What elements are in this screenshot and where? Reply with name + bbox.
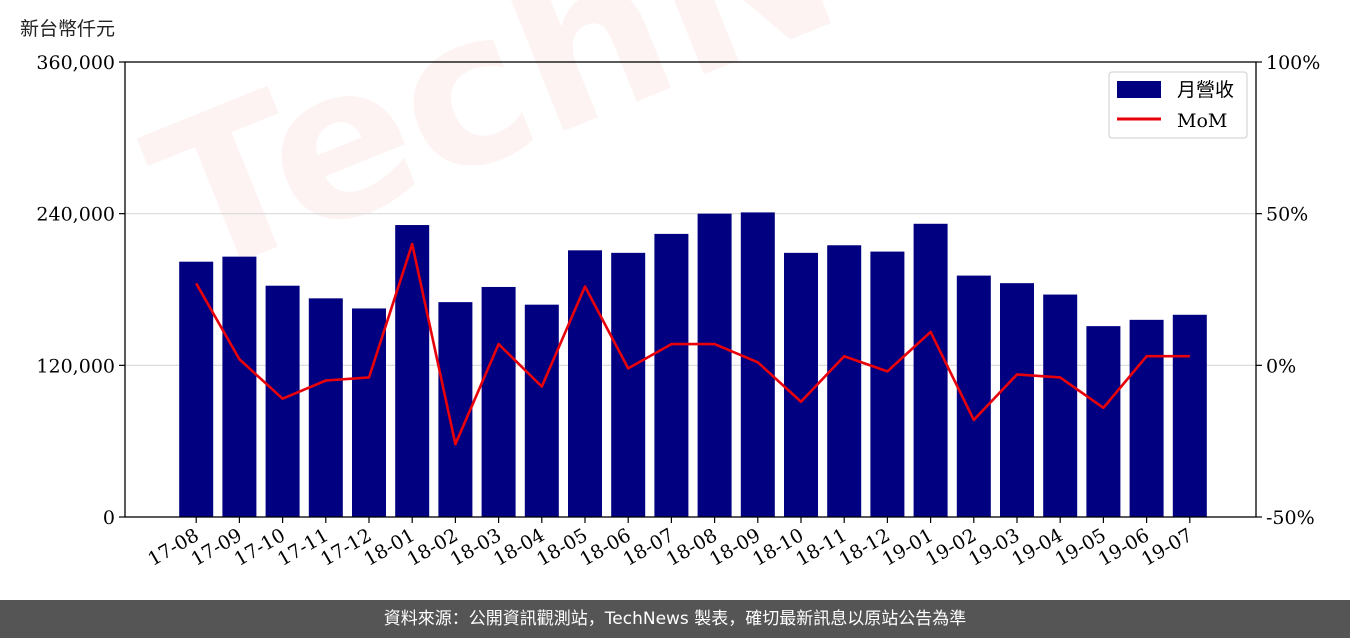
bar: [913, 223, 948, 517]
bar: [740, 212, 775, 517]
bar: [438, 302, 473, 517]
bar: [308, 298, 343, 517]
bar: [784, 252, 818, 517]
mom-line: [195, 242, 1190, 446]
bar: [1000, 283, 1034, 517]
bar: [222, 256, 257, 517]
bar: [1086, 326, 1121, 517]
bar: [568, 250, 602, 517]
bar: [1129, 319, 1164, 517]
bar: [1172, 314, 1207, 517]
bar: [179, 261, 214, 517]
bar: [870, 251, 905, 518]
y-right-tick-label: 50%: [1266, 204, 1308, 226]
y-left-tick-label: 120,000: [36, 355, 115, 377]
y-left-tick-label: 0: [103, 507, 115, 529]
y-left-tick-label: 240,000: [36, 204, 115, 226]
legend-label-revenue: 月營收: [1177, 79, 1234, 101]
bar: [697, 213, 732, 517]
y-left-tick-label: 360,000: [36, 52, 115, 74]
y-right-tick-label: 0%: [1266, 355, 1296, 377]
bar: [481, 286, 516, 517]
bar: [827, 245, 862, 517]
bar: [654, 233, 689, 517]
bar: [611, 252, 646, 517]
legend-bar-swatch: [1117, 81, 1161, 98]
x-tick-label: 19-07: [1138, 524, 1196, 570]
plot-frame: [124, 61, 1257, 518]
chart-area: TechNews 新台幣仟元 0120,000240,000360,000-50…: [20, 0, 1320, 571]
bar: [524, 304, 559, 517]
bar: [265, 285, 300, 517]
legend-label-mom: MoM: [1177, 110, 1227, 132]
source-footer: 資料來源：公開資訊觀測站，TechNews 製表，確切最新訊息以原站公告為準: [0, 600, 1350, 638]
y-axis-unit-label: 新台幣仟元: [20, 18, 116, 40]
revenue-chart: 0120,000240,000360,000-50%0%50%100%17-08…: [36, 52, 1320, 571]
bar: [395, 225, 430, 517]
bar: [1043, 294, 1078, 517]
y-right-tick-label: -50%: [1266, 507, 1315, 529]
y-right-tick-label: 100%: [1266, 52, 1320, 74]
